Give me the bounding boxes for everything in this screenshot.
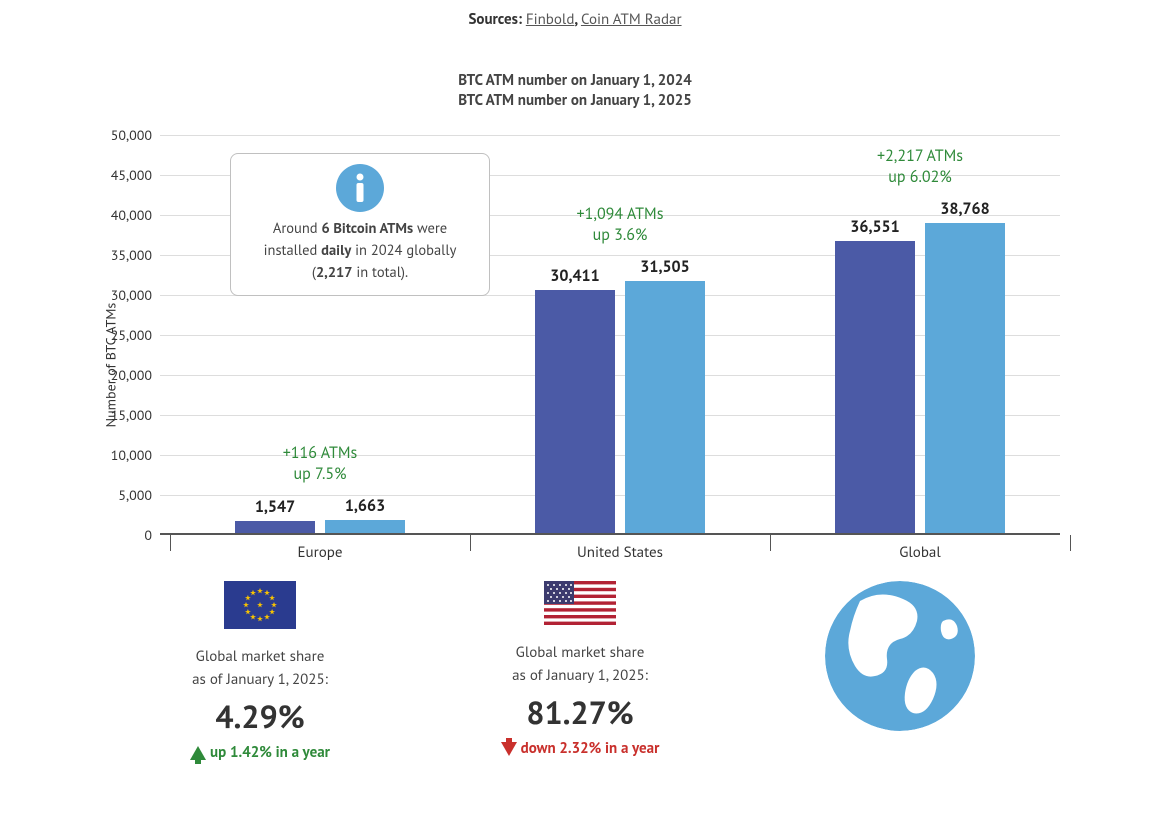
region-us: Global market share as of January 1, 202… xyxy=(420,575,740,762)
globe-icon xyxy=(825,581,975,731)
region-row: Global market share as of January 1, 202… xyxy=(100,575,1060,762)
y-tick-label: 25,000 xyxy=(111,326,152,344)
us-flag-icon xyxy=(420,581,740,630)
bar-value-label: 31,505 xyxy=(625,257,705,277)
x-tick xyxy=(770,535,771,551)
delta-label: +2,217 ATMsup 6.02% xyxy=(780,146,1060,189)
source-link-coinatmradar[interactable]: Coin ATM Radar xyxy=(581,10,682,29)
share-value: 81.27% xyxy=(420,691,740,733)
share-label: Global market share as of January 1, 202… xyxy=(420,642,740,687)
bar-value-label: 36,551 xyxy=(835,217,915,237)
info-icon xyxy=(336,164,384,212)
bar-value-label: 1,547 xyxy=(235,497,315,517)
bar-2024: 36,551 xyxy=(835,241,915,533)
arrow-up-icon xyxy=(190,746,206,760)
y-tick-label: 10,000 xyxy=(111,446,152,464)
y-tick-label: 30,000 xyxy=(111,286,152,304)
eu-flag-icon xyxy=(100,581,420,634)
x-tick xyxy=(470,535,471,551)
bar-value-label: 30,411 xyxy=(535,266,615,286)
x-category-label: United States xyxy=(480,543,760,562)
x-tick xyxy=(170,535,171,551)
y-tick-label: 40,000 xyxy=(111,206,152,224)
delta-label: +116 ATMsup 7.5% xyxy=(180,443,460,486)
y-tick-label: 0 xyxy=(144,526,152,544)
region-europe: Global market share as of January 1, 202… xyxy=(100,575,420,762)
x-category-label: Global xyxy=(780,543,1060,562)
chart-legend: BTC ATM number on January 1, 2024 BTC AT… xyxy=(0,71,1150,110)
bar-chart: Number of BTC ATMs 05,00010,00015,00020,… xyxy=(100,135,1060,595)
bar-2024: 30,411 xyxy=(535,290,615,533)
y-tick-label: 50,000 xyxy=(111,126,152,144)
legend-2024: BTC ATM number on January 1, 2024 xyxy=(0,71,1150,91)
bar-value-label: 1,663 xyxy=(325,496,405,516)
legend-2025: BTC ATM number on January 1, 2025 xyxy=(0,91,1150,111)
y-tick-label: 5,000 xyxy=(118,486,152,504)
arrow-down-icon xyxy=(501,742,517,756)
x-tick xyxy=(1070,535,1071,551)
source-link-finbold[interactable]: Finbold xyxy=(526,10,575,29)
share-label: Global market share as of January 1, 202… xyxy=(100,646,420,691)
bar-value-label: 38,768 xyxy=(925,199,1005,219)
info-text: Around 6 Bitcoin ATMs were installed dai… xyxy=(231,218,489,295)
bar-2025: 38,768 xyxy=(925,223,1005,533)
share-change: up 1.42% in a year xyxy=(100,743,420,762)
share-change: down 2.32% in a year xyxy=(420,739,740,758)
sources-line: Sources: Finbold, Coin ATM Radar xyxy=(0,0,1150,29)
y-tick-label: 45,000 xyxy=(111,166,152,184)
sources-label: Sources: xyxy=(468,10,522,29)
region-global xyxy=(740,575,1060,762)
y-tick-label: 35,000 xyxy=(111,246,152,264)
bar-group: 30,41131,505+1,094 ATMsup 3.6% xyxy=(480,133,760,533)
bar-2025: 1,663 xyxy=(325,520,405,533)
y-tick-label: 20,000 xyxy=(111,366,152,384)
share-value: 4.29% xyxy=(100,695,420,737)
bar-2025: 31,505 xyxy=(625,281,705,533)
bar-group: 36,55138,768+2,217 ATMsup 6.02% xyxy=(780,133,1060,533)
info-callout: Around 6 Bitcoin ATMs were installed dai… xyxy=(230,153,490,296)
y-tick-label: 15,000 xyxy=(111,406,152,424)
bar-2024: 1,547 xyxy=(235,521,315,533)
x-category-label: Europe xyxy=(180,543,460,562)
delta-label: +1,094 ATMsup 3.6% xyxy=(480,204,760,247)
